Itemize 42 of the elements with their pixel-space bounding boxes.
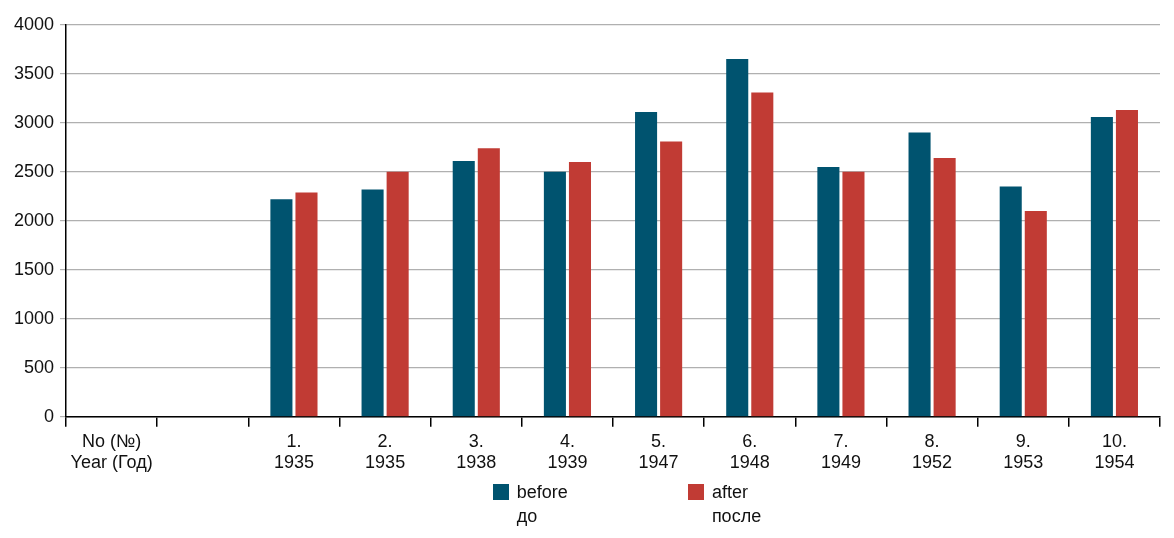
- bar: [908, 132, 931, 417]
- bar: [726, 59, 749, 417]
- bar: [452, 161, 475, 417]
- y-tick-label: 2000: [14, 209, 55, 230]
- bar: [386, 171, 409, 417]
- bar: [999, 186, 1022, 417]
- x-tick-label: 8. 1952: [912, 430, 953, 473]
- x-tick-label: 5. 1947: [638, 430, 679, 473]
- x-tick-label: 4. 1939: [547, 430, 588, 473]
- bar: [817, 166, 840, 417]
- legend-label: after после: [711, 481, 762, 528]
- y-tick-label: 3000: [14, 111, 55, 132]
- bar: [1024, 211, 1047, 417]
- y-tick-label: 4000: [14, 13, 55, 34]
- bar: [635, 112, 658, 417]
- x-tick-label: 1. 1935: [273, 430, 314, 473]
- x-tick-label: 7. 1949: [820, 430, 861, 473]
- bar: [660, 141, 683, 417]
- bar: [1115, 110, 1138, 417]
- y-tick-label: 3500: [14, 62, 55, 83]
- bar: [270, 199, 293, 417]
- y-tick-label: 1500: [14, 258, 55, 279]
- bar: [295, 192, 318, 417]
- bar: [361, 189, 384, 417]
- y-tick-label: 1000: [14, 307, 55, 328]
- bar: [933, 158, 956, 417]
- bar: [842, 171, 865, 417]
- x-tick-label: 9. 1953: [1003, 430, 1044, 473]
- y-tick-label: 0: [44, 405, 55, 426]
- bar: [477, 148, 500, 417]
- x-tick-label: 10. 1954: [1094, 430, 1135, 473]
- bar: [568, 162, 592, 417]
- y-tick-label: 2500: [14, 160, 55, 181]
- bar: [543, 171, 566, 417]
- x-tick-label: No (№) Year (Год): [70, 430, 153, 473]
- y-tick-label: 500: [24, 356, 55, 377]
- x-tick-label: 2. 1935: [365, 430, 406, 473]
- x-tick-label: 3. 1938: [456, 430, 497, 473]
- bar: [751, 92, 774, 417]
- x-tick-label: 6. 1948: [729, 430, 770, 473]
- legend-label: before до: [516, 481, 568, 528]
- bar: [1090, 116, 1113, 417]
